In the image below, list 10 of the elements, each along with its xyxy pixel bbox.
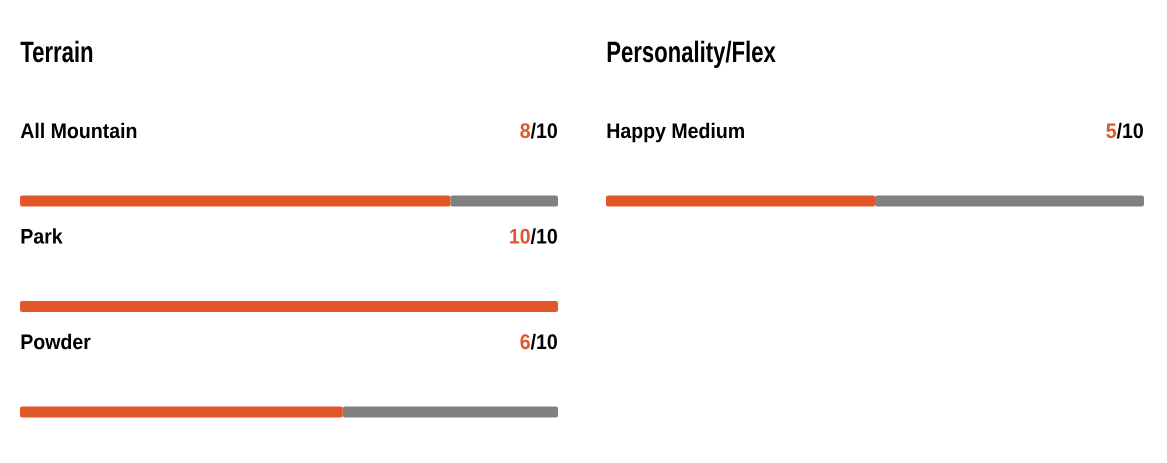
annotation: 5/10 xyxy=(1106,122,1143,139)
chart-title: Terrain xyxy=(20,40,93,63)
annotation: 8/10 xyxy=(520,122,557,139)
annotation: 6/10 xyxy=(520,333,557,350)
chart-title: Personality/Flex xyxy=(607,40,776,69)
y-tick-label: Park xyxy=(21,228,63,244)
y-tick-label: Happy Medium xyxy=(607,122,744,143)
y-tick-label: Powder xyxy=(21,333,91,350)
y-tick-label: All Mountain xyxy=(20,122,137,139)
annotation: 10/10 xyxy=(510,228,557,244)
